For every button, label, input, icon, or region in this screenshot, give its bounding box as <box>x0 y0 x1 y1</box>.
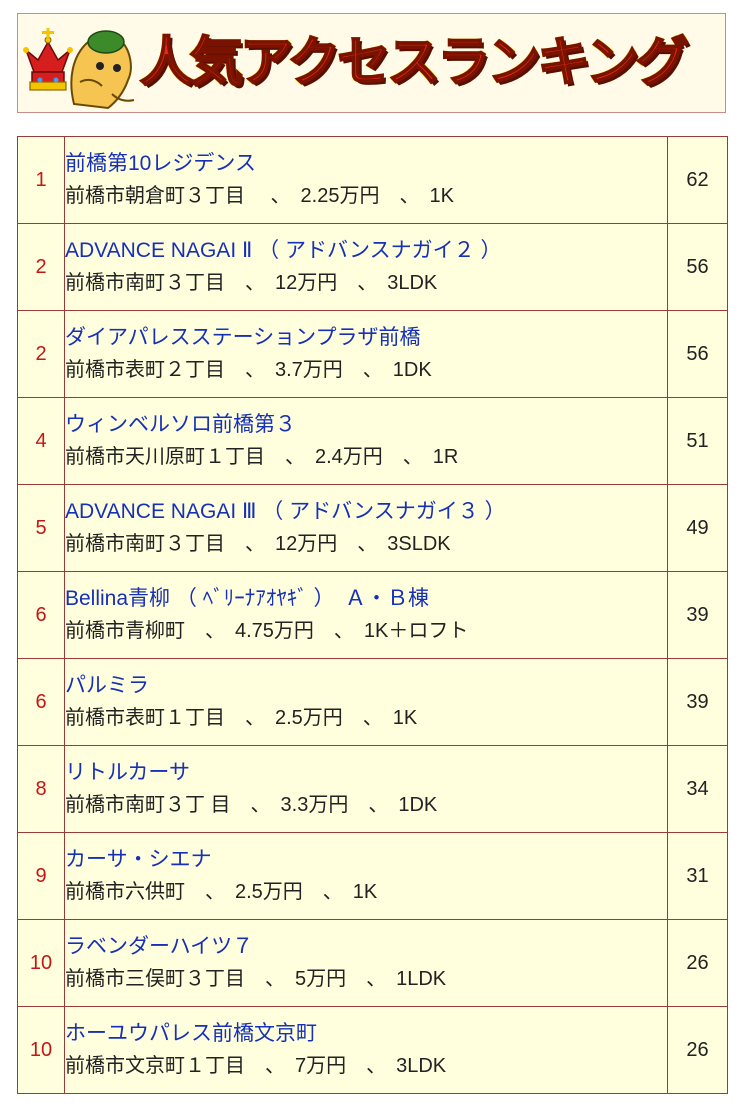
rank-number: 5 <box>17 484 65 572</box>
table-row: 5 ADVANCE NAGAI Ⅲ （ アドバンスナガイ３ ） 前橋市南町３丁目… <box>17 484 728 572</box>
table-row: 6 パルミラ 前橋市表町１丁目 、 2.5万円 、 1K 39 <box>17 658 728 746</box>
table-row: 1 前橋第10レジデンス 前橋市朝倉町３丁目 、 2.25万円 、 1K 62 <box>17 136 728 224</box>
property-info: Bellina青柳 （ ﾍﾞﾘｰﾅｱｵﾔｷﾞ ） Ａ・Ｂ棟 前橋市青柳町 、 4… <box>64 571 668 659</box>
rank-number: 9 <box>17 832 65 920</box>
property-name-link[interactable]: カーサ・シエナ <box>65 848 212 871</box>
property-name-link[interactable]: ラベンダーハイツ７ <box>65 935 254 958</box>
rank-number: 10 <box>17 1006 65 1094</box>
table-row: 8 リトルカーサ 前橋市南町３丁 目 、 3.3万円 、 1DK 34 <box>17 745 728 833</box>
property-name-link[interactable]: ADVANCE NAGAI Ⅲ （ アドバンスナガイ３ ） <box>65 500 506 523</box>
property-detail: 前橋市青柳町 、 4.75万円 、 1K＋ロフト <box>65 620 469 642</box>
property-name-link[interactable]: ウィンベルソロ前橋第３ <box>65 413 296 436</box>
access-count: 51 <box>667 397 728 485</box>
property-detail: 前橋市文京町１丁目 、 7万円 、 3LDK <box>65 1055 447 1077</box>
property-detail: 前橋市表町１丁目 、 2.5万円 、 1K <box>65 707 418 729</box>
rank-number: 2 <box>17 310 65 398</box>
page-title: 人気アクセスランキング <box>139 31 690 94</box>
property-name-link[interactable]: ADVANCE NAGAI Ⅱ （ アドバンスナガイ２ ） <box>65 239 502 262</box>
property-info: ADVANCE NAGAI Ⅱ （ アドバンスナガイ２ ） 前橋市南町３丁目 、… <box>64 223 668 311</box>
property-info: ダイアパレスステーションプラザ前橋 前橋市表町２丁目 、 3.7万円 、 1DK <box>64 310 668 398</box>
property-name-link[interactable]: パルミラ <box>65 674 149 697</box>
table-row: 10 ラベンダーハイツ７ 前橋市三俣町３丁目 、 5万円 、 1LDK 26 <box>17 919 728 1007</box>
table-row: 4 ウィンベルソロ前橋第３ 前橋市天川原町１丁目 、 2.4万円 、 1R 51 <box>17 397 728 485</box>
property-info: ADVANCE NAGAI Ⅲ （ アドバンスナガイ３ ） 前橋市南町３丁目 、… <box>64 484 668 572</box>
property-detail: 前橋市南町３丁目 、 12万円 、 3LDK <box>65 272 438 294</box>
property-info: リトルカーサ 前橋市南町３丁 目 、 3.3万円 、 1DK <box>64 745 668 833</box>
rank-number: 6 <box>17 658 65 746</box>
property-info: ラベンダーハイツ７ 前橋市三俣町３丁目 、 5万円 、 1LDK <box>64 919 668 1007</box>
table-row: 2 ADVANCE NAGAI Ⅱ （ アドバンスナガイ２ ） 前橋市南町３丁目… <box>17 223 728 311</box>
rank-number: 6 <box>17 571 65 659</box>
table-row: 2 ダイアパレスステーションプラザ前橋 前橋市表町２丁目 、 3.7万円 、 1… <box>17 310 728 398</box>
rank-number: 10 <box>17 919 65 1007</box>
rank-number: 1 <box>17 136 65 224</box>
rank-number: 4 <box>17 397 65 485</box>
property-detail: 前橋市朝倉町３丁目 、 2.25万円 、 1K <box>65 185 454 207</box>
property-name-link[interactable]: 前橋第10レジデンス <box>65 152 256 175</box>
ranking-table-body: 1 前橋第10レジデンス 前橋市朝倉町３丁目 、 2.25万円 、 1K 6 2 … <box>17 136 728 1094</box>
property-name-link[interactable]: ホーユウパレス前橋文京町 <box>65 1022 317 1045</box>
access-count: 39 <box>667 571 728 659</box>
access-count: 56 <box>667 310 728 398</box>
property-detail: 前橋市六供町 、 2.5万円 、 1K <box>65 881 378 903</box>
table-row: 10 ホーユウパレス前橋文京町 前橋市文京町１丁目 、 7万円 、 3LDK 2… <box>17 1006 728 1094</box>
access-count: 34 <box>667 745 728 833</box>
access-count: 31 <box>667 832 728 920</box>
crowned-horse-mascot-icon <box>23 28 135 110</box>
access-count: 39 <box>667 658 728 746</box>
access-count: 56 <box>667 223 728 311</box>
table-row: 6 Bellina青柳 （ ﾍﾞﾘｰﾅｱｵﾔｷﾞ ） Ａ・Ｂ棟 前橋市青柳町 、… <box>17 571 728 659</box>
property-info: パルミラ 前橋市表町１丁目 、 2.5万円 、 1K <box>64 658 668 746</box>
rank-number: 2 <box>17 223 65 311</box>
property-name-link[interactable]: Bellina青柳 （ ﾍﾞﾘｰﾅｱｵﾔｷﾞ ） Ａ・Ｂ棟 <box>65 587 430 610</box>
rank-number: 8 <box>17 745 65 833</box>
access-count: 26 <box>667 1006 728 1094</box>
property-detail: 前橋市南町３丁 目 、 3.3万円 、 1DK <box>65 794 438 816</box>
ranking-banner: 人気アクセスランキング <box>17 13 726 113</box>
property-info: カーサ・シエナ 前橋市六供町 、 2.5万円 、 1K <box>64 832 668 920</box>
property-name-link[interactable]: リトルカーサ <box>65 761 190 784</box>
access-count: 49 <box>667 484 728 572</box>
property-name-link[interactable]: ダイアパレスステーションプラザ前橋 <box>65 326 421 349</box>
property-detail: 前橋市天川原町１丁目 、 2.4万円 、 1R <box>65 446 459 468</box>
property-info: ホーユウパレス前橋文京町 前橋市文京町１丁目 、 7万円 、 3LDK <box>64 1006 668 1094</box>
ranking-table: 1 前橋第10レジデンス 前橋市朝倉町３丁目 、 2.25万円 、 1K 6 2 … <box>17 136 728 1094</box>
access-count: 26 <box>667 919 728 1007</box>
property-info: 前橋第10レジデンス 前橋市朝倉町３丁目 、 2.25万円 、 1K <box>64 136 668 224</box>
property-info: ウィンベルソロ前橋第３ 前橋市天川原町１丁目 、 2.4万円 、 1R <box>64 397 668 485</box>
access-count: 62 <box>667 136 728 224</box>
property-detail: 前橋市表町２丁目 、 3.7万円 、 1DK <box>65 359 432 381</box>
table-row: 9 カーサ・シエナ 前橋市六供町 、 2.5万円 、 1K 31 <box>17 832 728 920</box>
property-detail: 前橋市三俣町３丁目 、 5万円 、 1LDK <box>65 968 447 990</box>
property-detail: 前橋市南町３丁目 、 12万円 、 3SLDK <box>65 533 451 555</box>
